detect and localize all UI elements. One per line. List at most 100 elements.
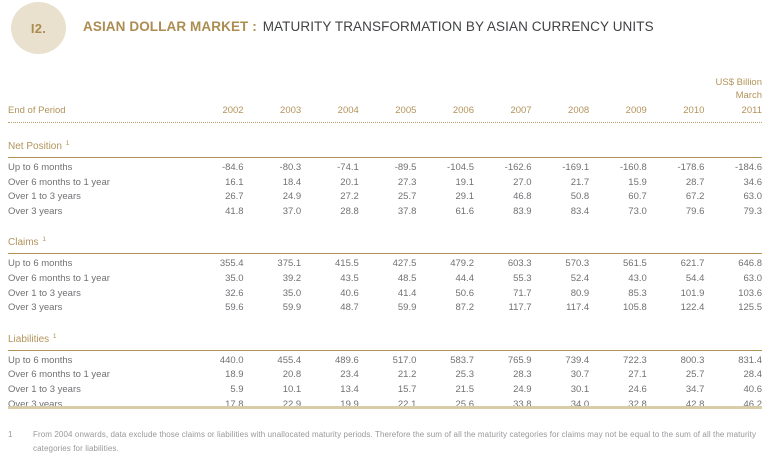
data-value: 800.3	[680, 354, 705, 366]
table-sections: Net Position 1 Up to 6 months -84.6 -80.3 -7…	[8, 138, 762, 412]
data-value: 59.9	[282, 302, 302, 314]
data-value: 27.0	[513, 176, 532, 188]
data-value: 20.8	[282, 369, 302, 381]
table-row: Over 1 to 3 years 5.9 10.1 13.4 15.7 21.5 24.9…	[8, 383, 762, 398]
data-value: 63.0	[743, 191, 762, 203]
data-value: 21.5	[455, 383, 474, 395]
data-value: 30.7	[570, 369, 590, 381]
data-value: 60.7	[628, 191, 647, 203]
data-value: 15.7	[397, 383, 417, 395]
unit-label: US$ Billion	[715, 77, 762, 88]
data-value: 27.1	[628, 369, 647, 381]
data-value: 34.7	[685, 383, 705, 395]
end-of-period-label: End of Period	[8, 105, 66, 116]
data-value: 46.8	[513, 191, 532, 203]
table-row: Up to 6 months 355.4 375.1 415.5 427.5 479.2 6…	[8, 257, 762, 272]
table-row: Up to 6 months 440.0 455.4 489.6 517.0 583.7 7…	[8, 354, 762, 369]
data-value: 24.6	[628, 383, 647, 395]
data-value: 739.4	[565, 354, 590, 366]
data-value: 32.6	[225, 287, 244, 299]
data-value: 25.7	[685, 369, 705, 381]
data-value: 61.6	[455, 205, 474, 217]
section-rule	[8, 253, 762, 255]
section-rule	[8, 349, 762, 351]
data-value: -160.8	[619, 162, 647, 173]
data-value: 54.4	[685, 272, 705, 284]
footnote-reference: 1	[42, 236, 46, 244]
table-row: Over 1 to 3 years 32.6 35.0 40.6 41.4 50.6 71.…	[8, 287, 762, 302]
data-value: 41.8	[225, 205, 244, 217]
data-value: 83.4	[570, 205, 590, 217]
data-value: 33.8	[513, 398, 532, 410]
table-row: Up to 6 months -84.6 -80.3 -74.1 -89.5 -104.5…	[8, 161, 762, 176]
data-value: 32.8	[628, 398, 647, 410]
data-value: 603.3	[507, 258, 532, 270]
data-value: 440.0	[219, 354, 244, 366]
data-value: 125.5	[738, 302, 762, 314]
table-section-net-position: Net Position 1 Up to 6 months -84.6 -80.3 -7…	[8, 138, 762, 219]
data-value: 355.4	[219, 258, 244, 270]
table-row: Over 6 months to 1 year 35.0 39.2 43.5 48.5 4…	[8, 272, 762, 287]
data-value: 517.0	[392, 354, 417, 366]
data-value: 831.4	[738, 354, 762, 366]
data-value: 37.0	[282, 205, 302, 217]
data-value: 25.3	[455, 369, 474, 381]
section-rule	[8, 157, 762, 158]
table-row: Over 3 years 17.8 22.9 19.9 22.1 25.6 33.8 34.0…	[8, 398, 762, 413]
data-value: 117.4	[566, 302, 590, 314]
data-value: 63.0	[743, 272, 762, 284]
data-value: 55.3	[513, 272, 532, 284]
data-value: 80.9	[570, 287, 590, 299]
data-value: 722.3	[623, 354, 647, 366]
data-value: 122.4	[680, 302, 705, 314]
year-column-header: 2002	[222, 105, 244, 116]
data-value: 27.2	[340, 191, 359, 203]
year-column-header: 2004	[337, 105, 359, 116]
data-value: 415.5	[335, 258, 359, 270]
page-title-market: ASIAN DOLLAR MARKET :	[83, 19, 257, 34]
data-value: -184.6	[735, 162, 762, 173]
data-value: 561.5	[623, 258, 647, 270]
data-value: 48.5	[397, 272, 417, 284]
data-value: 25.7	[397, 191, 417, 203]
data-value: 23.4	[340, 369, 359, 381]
year-column-header: 2005	[395, 105, 417, 116]
row-label: Over 1 to 3 years	[8, 191, 81, 203]
data-value: 28.7	[685, 176, 705, 188]
data-value: -89.5	[394, 162, 417, 173]
table-row: Over 6 months to 1 year 18.9 20.8 23.4 21.2 2…	[8, 368, 762, 383]
row-label: Over 3 years	[8, 205, 63, 217]
data-value: 5.9	[230, 383, 244, 395]
data-value: 621.7	[680, 258, 705, 270]
data-value: 41.4	[397, 287, 417, 299]
year-column-header: 2008	[568, 105, 590, 116]
year-column-header: 2007	[510, 105, 532, 116]
data-value: 19.9	[340, 398, 359, 410]
section-title-claims: Claims 1	[8, 236, 46, 249]
data-value: 37.8	[397, 205, 417, 217]
data-value: 71.7	[513, 287, 532, 299]
data-value: 50.8	[570, 191, 590, 203]
data-value: 39.2	[282, 272, 302, 284]
data-value: 85.3	[628, 287, 647, 299]
data-value: 10.1	[282, 383, 302, 395]
data-value: 17.8	[225, 398, 244, 410]
year-column-header: 2011	[741, 105, 762, 116]
data-value: 19.1	[455, 176, 474, 188]
row-label: Up to 6 months	[8, 162, 73, 173]
maturity-table: US$ Billion March End of Period 2002 2003…	[8, 76, 762, 412]
row-label: Up to 6 months	[8, 258, 73, 270]
data-value: 646.8	[738, 258, 762, 270]
year-column-header: 2010	[683, 105, 705, 116]
data-value: 44.4	[455, 272, 474, 284]
data-value: 79.6	[685, 205, 705, 217]
data-value: 79.3	[743, 205, 762, 217]
data-value: 105.8	[623, 302, 647, 314]
data-value: 24.9	[513, 383, 532, 395]
data-value: 103.6	[738, 287, 762, 299]
section-badge-label: I2.	[30, 20, 47, 36]
data-value: 18.9	[225, 369, 244, 381]
data-value: 73.0	[628, 205, 647, 217]
section-title-liabilities: Liabilities 1	[8, 332, 57, 345]
